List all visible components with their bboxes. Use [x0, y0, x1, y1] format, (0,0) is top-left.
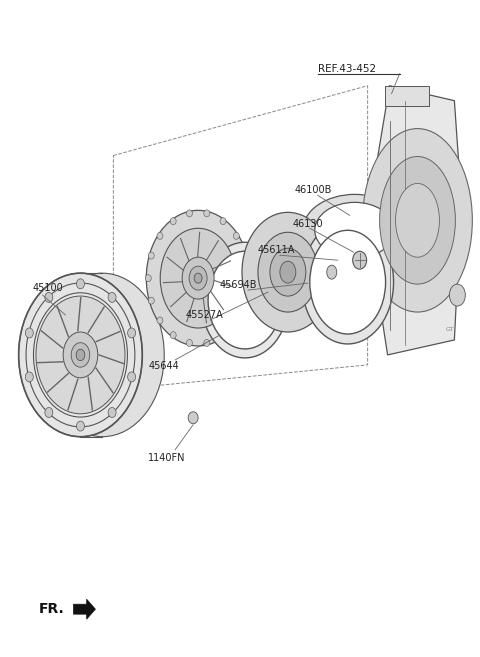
Ellipse shape	[188, 412, 198, 424]
Ellipse shape	[201, 242, 289, 358]
Ellipse shape	[128, 372, 136, 382]
Ellipse shape	[449, 284, 465, 306]
Ellipse shape	[280, 261, 296, 283]
Ellipse shape	[148, 252, 154, 259]
Text: 46130: 46130	[293, 219, 324, 229]
Ellipse shape	[242, 297, 248, 304]
Ellipse shape	[204, 210, 210, 217]
Polygon shape	[294, 296, 308, 306]
Ellipse shape	[128, 328, 136, 338]
Ellipse shape	[108, 407, 116, 417]
Ellipse shape	[242, 212, 334, 332]
Polygon shape	[350, 278, 361, 286]
Ellipse shape	[220, 332, 226, 338]
Ellipse shape	[170, 217, 176, 225]
Text: 45100: 45100	[33, 283, 63, 293]
Ellipse shape	[63, 332, 98, 378]
Ellipse shape	[76, 350, 85, 361]
Polygon shape	[324, 300, 336, 308]
Text: 45527A: 45527A	[185, 310, 223, 320]
Text: GT: GT	[445, 327, 454, 332]
Ellipse shape	[189, 266, 207, 290]
Polygon shape	[384, 85, 430, 106]
Text: 1140FN: 1140FN	[148, 453, 186, 463]
Text: REF.43-452: REF.43-452	[318, 64, 376, 74]
Text: 45611A: 45611A	[258, 245, 295, 255]
Polygon shape	[283, 289, 297, 300]
Polygon shape	[332, 250, 346, 260]
Ellipse shape	[45, 292, 53, 302]
Ellipse shape	[396, 183, 439, 257]
Polygon shape	[278, 281, 290, 290]
Ellipse shape	[380, 156, 456, 284]
Polygon shape	[290, 252, 304, 262]
Text: 45644: 45644	[148, 361, 179, 371]
Ellipse shape	[315, 202, 395, 258]
Ellipse shape	[76, 421, 84, 431]
Ellipse shape	[233, 233, 240, 239]
Polygon shape	[309, 300, 320, 308]
Ellipse shape	[204, 340, 210, 346]
Ellipse shape	[25, 328, 33, 338]
Ellipse shape	[71, 343, 90, 367]
Text: 45694B: 45694B	[220, 280, 258, 290]
Ellipse shape	[208, 251, 282, 349]
Polygon shape	[320, 248, 331, 256]
Ellipse shape	[302, 220, 394, 344]
Ellipse shape	[19, 273, 142, 437]
Ellipse shape	[157, 233, 163, 239]
Ellipse shape	[186, 210, 192, 217]
Ellipse shape	[310, 231, 385, 334]
Ellipse shape	[186, 340, 192, 346]
Polygon shape	[73, 599, 96, 619]
Polygon shape	[278, 270, 289, 278]
Ellipse shape	[36, 296, 125, 414]
Polygon shape	[374, 85, 461, 355]
Polygon shape	[342, 257, 356, 267]
Ellipse shape	[146, 210, 250, 346]
Ellipse shape	[270, 248, 306, 296]
Ellipse shape	[148, 297, 154, 304]
Ellipse shape	[303, 194, 407, 266]
Ellipse shape	[182, 257, 214, 299]
Ellipse shape	[25, 372, 33, 382]
Polygon shape	[336, 294, 349, 304]
Ellipse shape	[233, 317, 240, 324]
Ellipse shape	[353, 251, 367, 269]
Text: FR.: FR.	[38, 602, 64, 616]
Ellipse shape	[363, 129, 472, 312]
Ellipse shape	[45, 407, 53, 417]
Polygon shape	[281, 260, 295, 269]
Ellipse shape	[220, 217, 226, 225]
Ellipse shape	[245, 275, 251, 282]
Ellipse shape	[76, 279, 84, 289]
Polygon shape	[349, 267, 361, 275]
Ellipse shape	[160, 228, 236, 328]
Polygon shape	[304, 248, 316, 257]
Ellipse shape	[170, 332, 176, 338]
Ellipse shape	[108, 292, 116, 302]
Ellipse shape	[194, 273, 202, 283]
Polygon shape	[345, 287, 359, 297]
Ellipse shape	[145, 275, 151, 282]
Ellipse shape	[258, 233, 318, 312]
Ellipse shape	[242, 252, 248, 259]
Text: 46100B: 46100B	[295, 185, 332, 195]
Ellipse shape	[157, 317, 163, 324]
Ellipse shape	[41, 273, 164, 437]
Ellipse shape	[327, 265, 336, 279]
